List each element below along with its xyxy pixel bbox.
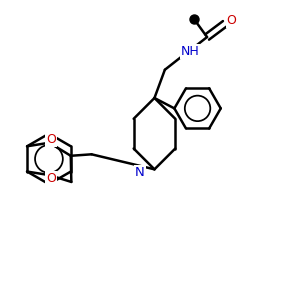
Text: O: O xyxy=(46,172,56,184)
Text: NH: NH xyxy=(181,44,200,58)
Text: O: O xyxy=(46,133,56,146)
Text: N: N xyxy=(135,166,145,179)
Text: O: O xyxy=(226,14,236,27)
